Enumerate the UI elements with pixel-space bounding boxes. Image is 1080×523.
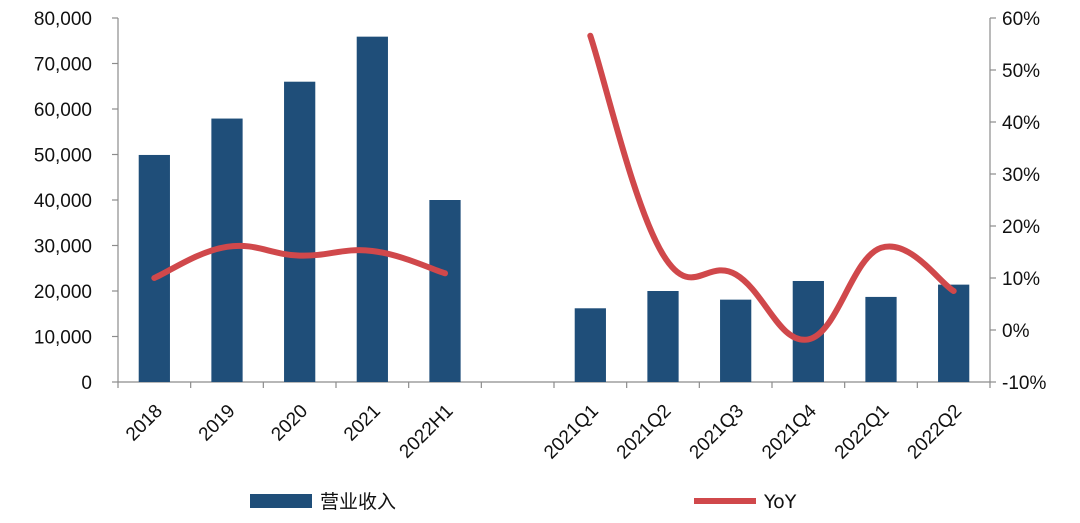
left-axis-tick-label: 50,000 [34,146,92,167]
bar [574,308,606,382]
bar [356,36,388,382]
right-y-axis: -10% 0% 10% 20% 30% 40% 50% 60% [989,9,1046,394]
right-axis-tick-label: 50% [1002,61,1040,82]
bar [138,154,170,382]
x-axis-label: 2021Q2 [613,401,676,464]
left-y-axis: 0 10,000 20,000 30,000 40,000 50,000 60,000 70,… [34,9,991,394]
x-axis-label: 2022Q1 [831,401,894,464]
legend-swatch-revenue [250,494,312,508]
legend-swatch-yoy [694,498,756,504]
right-axis-tick-label: -10% [1002,373,1046,394]
x-axis-label: 2021 [340,401,385,446]
right-axis-tick-label: 0% [1002,321,1030,342]
yoy-line [587,32,957,343]
bar-series [138,36,970,383]
left-axis-tick-label: 60,000 [34,100,92,121]
bar [284,81,316,382]
left-axis-tick-label: 80,000 [34,9,92,30]
right-axis-tick-label: 10% [1002,269,1040,290]
left-axis-tick-label: 20,000 [34,282,92,303]
yoy-line [151,242,448,281]
right-axis-tick-label: 40% [1002,113,1040,134]
left-axis-tick-label: 70,000 [34,55,92,76]
line-series [151,32,957,343]
x-axis-label: 2018 [122,401,167,446]
bar [647,291,679,382]
right-axis-tick-label: 60% [1002,9,1040,30]
x-axis-label: 2020 [267,401,312,446]
x-axis-label: 2021Q4 [758,400,821,463]
left-axis-tick-label: 0 [81,373,92,394]
bar [938,284,970,382]
left-axis-tick-label: 40,000 [34,191,92,212]
left-axis-tick-label: 30,000 [34,237,92,258]
bar [429,200,461,382]
right-axis-tick-label: 20% [1002,217,1040,238]
legend-label-revenue: 营业收入 [320,491,396,513]
x-axis-label: 2021Q3 [686,401,749,464]
x-axis-label: 2022H1 [396,401,458,463]
x-axis-labels: 2018 2019 2020 2021 2022H1 2021Q1 2021Q2 2021Q3… [122,400,966,463]
x-axis-label: 2019 [195,401,240,446]
x-axis-label: 2021Q1 [540,401,603,464]
x-axis-label: 2022Q2 [904,401,967,464]
bar [720,299,752,382]
legend: 营业收入 YoY [250,491,797,513]
bar [865,296,897,382]
right-axis-tick-label: 30% [1002,165,1040,186]
left-axis-tick-label: 10,000 [34,328,92,349]
legend-label-yoy: YoY [763,491,797,513]
